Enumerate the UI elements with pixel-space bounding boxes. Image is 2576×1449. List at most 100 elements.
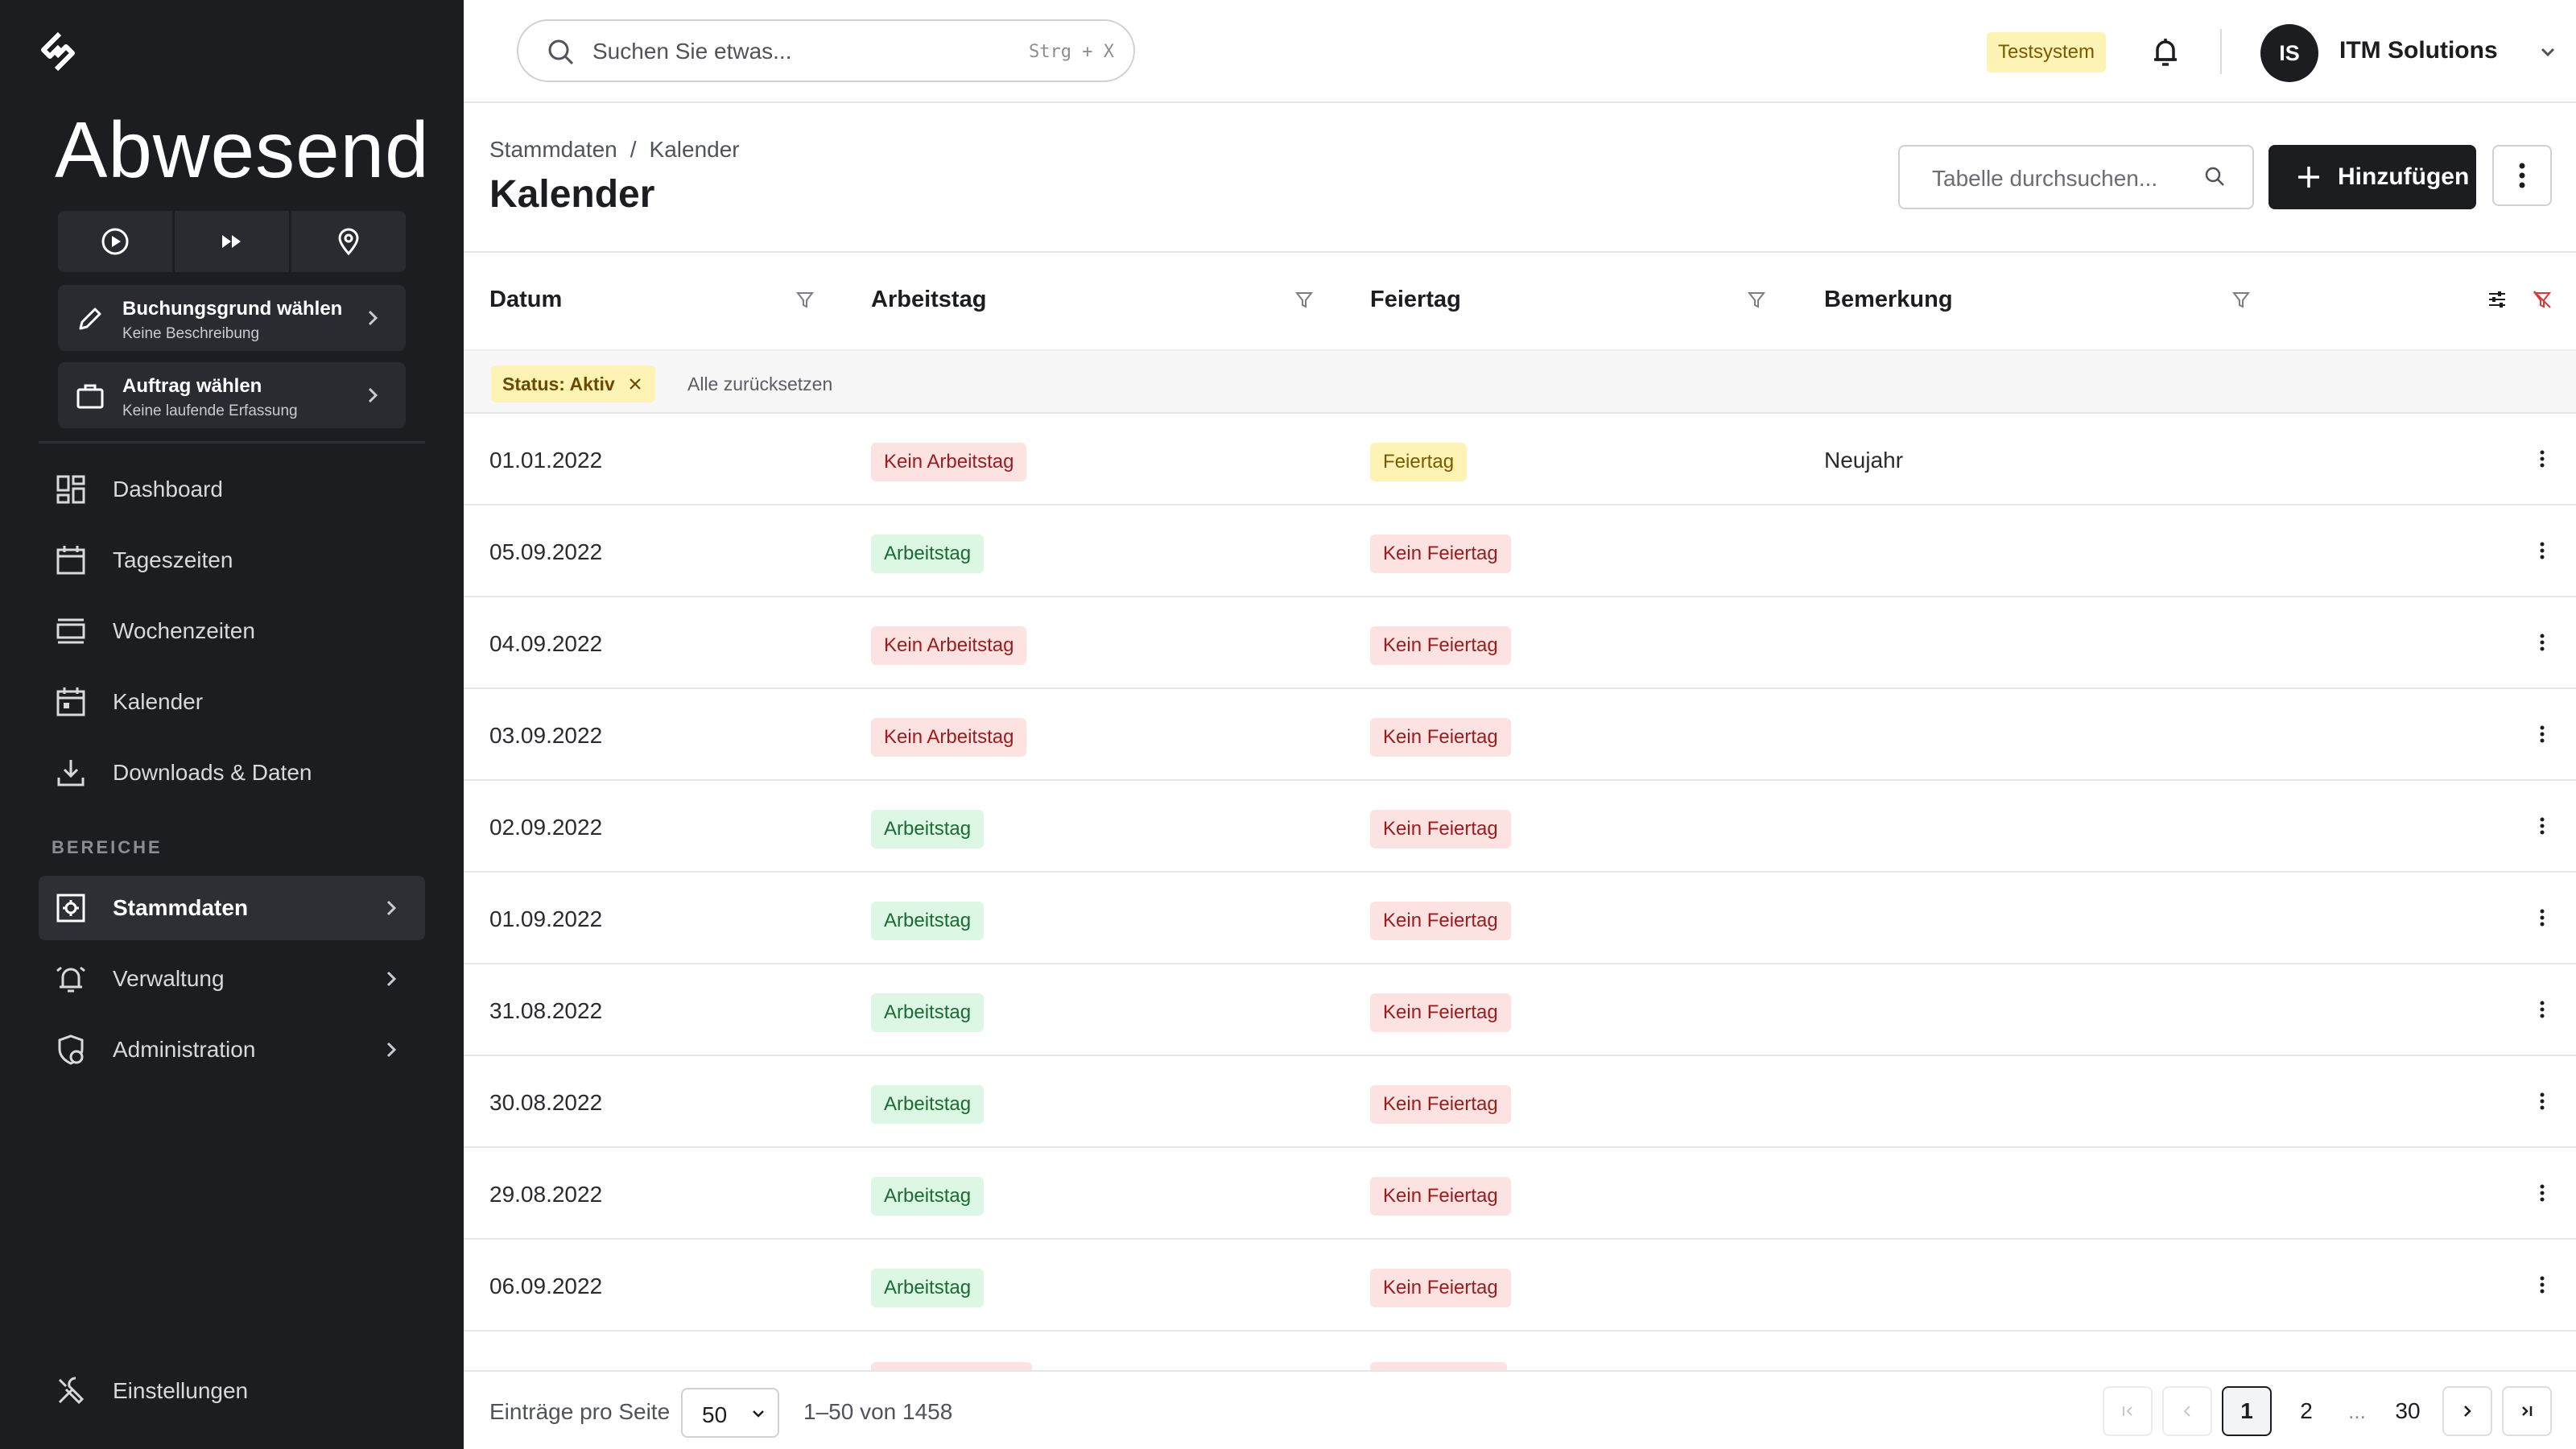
- first-page-button[interactable]: [2103, 1386, 2153, 1436]
- pagination: 1 2 ... 30: [2103, 1386, 2552, 1436]
- row-menu-icon[interactable]: [2531, 539, 2553, 562]
- sidebar-item-wochenzeiten[interactable]: Wochenzeiten: [39, 599, 425, 663]
- fast-forward-button[interactable]: [175, 211, 291, 272]
- filter-chip[interactable]: Status: Aktiv: [491, 365, 655, 402]
- chevron-down-icon: [753, 1410, 764, 1418]
- sidebar-item-kalender[interactable]: Kalender: [39, 670, 425, 734]
- sidebar-item-einstellungen[interactable]: Einstellungen: [39, 1359, 425, 1423]
- sidebar-item-verwaltung[interactable]: Verwaltung: [39, 947, 425, 1011]
- order-select[interactable]: Auftrag wählen Keine laufende Erfassung: [58, 362, 406, 428]
- chevron-right-icon: [368, 387, 378, 403]
- page-number-button[interactable]: 30: [2395, 1398, 2421, 1423]
- week-view-icon: [56, 618, 85, 644]
- partial-row-badge: [871, 1362, 1032, 1370]
- breadcrumb-item[interactable]: Stammdaten: [489, 137, 617, 162]
- column-header-bemerkung[interactable]: Bemerkung: [1824, 287, 1953, 312]
- workday-badge: Arbeitstag: [871, 1269, 985, 1307]
- app-logo-icon[interactable]: [35, 29, 80, 74]
- row-menu-icon[interactable]: [2531, 448, 2553, 470]
- row-menu-icon[interactable]: [2531, 631, 2553, 654]
- workday-badge: Arbeitstag: [871, 1177, 985, 1216]
- add-button[interactable]: Hinzufügen: [2268, 145, 2476, 209]
- workday-badge: Kein Arbeitstag: [871, 718, 1027, 757]
- sidebar-item-label: Kalender: [113, 689, 204, 714]
- holiday-badge: Kein Feiertag: [1370, 626, 1511, 665]
- sidebar-item-stammdaten[interactable]: Stammdaten: [39, 876, 425, 940]
- table-row[interactable]: 02.09.2022 Arbeitstag Kein Feiertag: [464, 781, 2576, 873]
- pencil-icon: [79, 308, 101, 330]
- sidebar-item-tageszeiten[interactable]: Tageszeiten: [39, 528, 425, 592]
- holiday-badge: Kein Feiertag: [1370, 1085, 1511, 1124]
- table-row[interactable]: 03.09.2022 Kein Arbeitstag Kein Feiertag: [464, 689, 2576, 781]
- avatar[interactable]: IS: [2260, 24, 2318, 82]
- table-row[interactable]: 31.08.2022 Arbeitstag Kein Feiertag: [464, 964, 2576, 1056]
- filter-icon[interactable]: [1293, 288, 1315, 311]
- organization-name[interactable]: ITM Solutions: [2339, 37, 2498, 64]
- table-row[interactable]: 30.08.2022 Arbeitstag Kein Feiertag: [464, 1056, 2576, 1148]
- column-header-datum[interactable]: Datum: [489, 287, 563, 312]
- cell-date: 03.09.2022: [489, 723, 603, 748]
- row-menu-icon[interactable]: [2531, 1182, 2553, 1204]
- location-button[interactable]: [291, 211, 406, 272]
- filter-icon[interactable]: [1745, 288, 1768, 311]
- last-page-button[interactable]: [2502, 1386, 2552, 1436]
- column-header-arbeitstag[interactable]: Arbeitstag: [871, 287, 987, 312]
- row-menu-icon[interactable]: [2531, 906, 2553, 929]
- filter-icon[interactable]: [2230, 288, 2252, 311]
- cell-date: 30.08.2022: [489, 1090, 603, 1115]
- holiday-badge: Kein Feiertag: [1370, 535, 1511, 573]
- presence-status-title: Abwesend: [55, 105, 430, 194]
- per-page-select[interactable]: 50: [681, 1388, 779, 1438]
- close-icon[interactable]: [626, 375, 644, 393]
- clear-filters-icon[interactable]: [2531, 288, 2553, 311]
- cell-date: 05.09.2022: [489, 539, 603, 564]
- notification-bell-icon[interactable]: [2146, 32, 2185, 71]
- table-row[interactable]: 29.08.2022 Arbeitstag Kein Feiertag: [464, 1148, 2576, 1240]
- chevron-right-icon: [386, 1042, 397, 1058]
- sidebar-item-dashboard[interactable]: Dashboard: [39, 457, 425, 522]
- table-row[interactable]: 01.09.2022 Arbeitstag Kein Feiertag: [464, 873, 2576, 964]
- breadcrumb-separator: /: [630, 137, 637, 162]
- reset-all-filters-link[interactable]: Alle zurücksetzen: [687, 374, 833, 394]
- environment-badge: Testsystem: [1987, 32, 2107, 72]
- first-page-icon: [2123, 1406, 2132, 1416]
- row-menu-icon[interactable]: [2531, 815, 2553, 837]
- row-menu-icon[interactable]: [2531, 1090, 2553, 1113]
- sidebar-item-administration[interactable]: Administration: [39, 1018, 425, 1082]
- shield-user-icon: [58, 1034, 84, 1065]
- filter-icon[interactable]: [794, 288, 816, 311]
- page-number-button[interactable]: 2: [2300, 1398, 2313, 1423]
- holiday-badge: Kein Feiertag: [1370, 1177, 1511, 1216]
- table-row[interactable]: 06.09.2022 Arbeitstag Kein Feiertag: [464, 1240, 2576, 1331]
- start-button[interactable]: [58, 211, 175, 272]
- table-search-input[interactable]: Tabelle durchsuchen...: [1898, 145, 2254, 209]
- chevron-left-icon: [2183, 1406, 2190, 1417]
- cell-date: 29.08.2022: [489, 1182, 603, 1207]
- row-menu-icon[interactable]: [2531, 1274, 2553, 1296]
- previous-page-button[interactable]: [2162, 1386, 2212, 1436]
- row-menu-icon[interactable]: [2531, 998, 2553, 1021]
- booking-reason-select[interactable]: Buchungsgrund wählen Keine Beschreibung: [58, 285, 406, 351]
- table-row[interactable]: 04.09.2022 Kein Arbeitstag Kein Feiertag: [464, 597, 2576, 689]
- global-search-input[interactable]: Suchen Sie etwas... Strg + X: [517, 19, 1135, 82]
- more-options-button[interactable]: [2492, 145, 2552, 206]
- sidebar-item-downloads[interactable]: Downloads & Daten: [39, 741, 425, 805]
- plus-icon: [2298, 167, 2319, 188]
- table-row[interactable]: 01.01.2022 Kein Arbeitstag Feiertag Neuj…: [464, 414, 2576, 506]
- row-menu-icon[interactable]: [2531, 723, 2553, 745]
- table-row[interactable]: 05.09.2022 Arbeitstag Kein Feiertag: [464, 506, 2576, 597]
- sidebar-item-label: Tageszeiten: [113, 547, 233, 572]
- column-header-feiertag[interactable]: Feiertag: [1370, 287, 1461, 312]
- filter-chip-label: Status: Aktiv: [502, 373, 615, 394]
- search-placeholder: Suchen Sie etwas...: [592, 39, 792, 64]
- breadcrumb-item: Kalender: [649, 137, 740, 162]
- page-number-button[interactable]: 1: [2222, 1386, 2272, 1436]
- workday-badge: Arbeitstag: [871, 535, 985, 573]
- next-page-button[interactable]: [2442, 1386, 2492, 1436]
- chevron-down-icon[interactable]: [2536, 40, 2560, 64]
- sidebar-item-label: Dashboard: [113, 477, 223, 502]
- sidebar-item-label: Administration: [113, 1037, 256, 1062]
- column-settings-icon[interactable]: [2486, 288, 2508, 311]
- table-top-border: [464, 251, 2576, 253]
- sidebar-divider: [39, 441, 425, 444]
